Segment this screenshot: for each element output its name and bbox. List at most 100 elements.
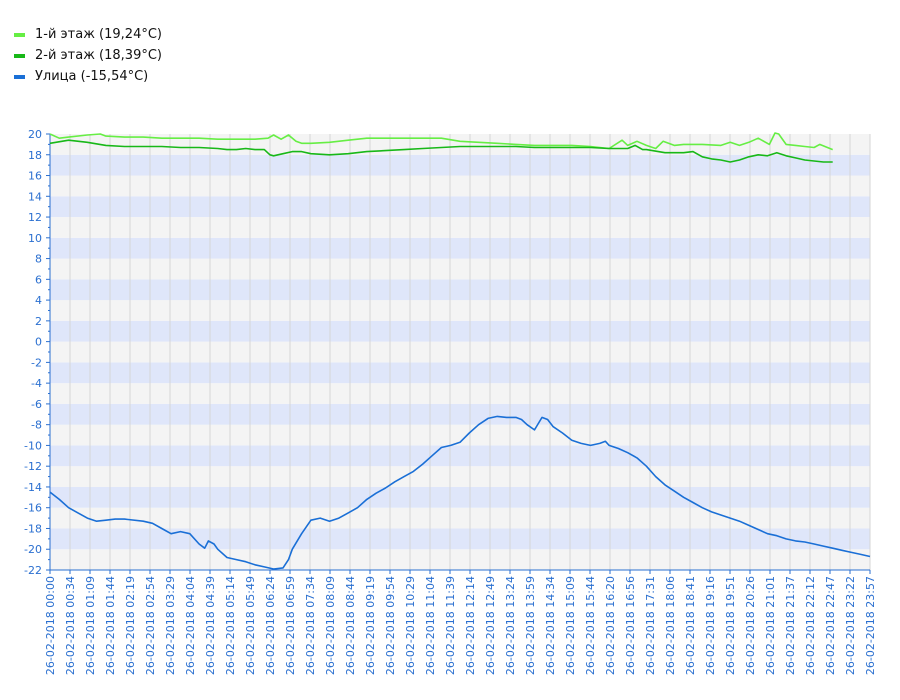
x-tick-label: 26-02-2018 16:20	[604, 576, 617, 675]
y-tick-label: -16	[24, 502, 42, 515]
legend-label-street: Улица (-15,54°C)	[35, 69, 149, 84]
y-tick-label: 0	[35, 336, 42, 349]
x-tick-label: 26-02-2018 21:37	[784, 576, 797, 675]
x-tick-label: 26-02-2018 20:26	[744, 576, 757, 675]
x-tick-label: 26-02-2018 01:44	[104, 576, 117, 675]
x-tick-label: 26-02-2018 08:44	[344, 576, 357, 675]
y-tick-label: 18	[28, 149, 42, 162]
y-tick-label: -8	[31, 419, 42, 432]
x-tick-label: 26-02-2018 22:47	[824, 576, 837, 675]
band	[50, 279, 870, 301]
y-tick-label: -14	[24, 481, 42, 494]
y-tick-label: 4	[35, 294, 42, 307]
x-tick-label: 26-02-2018 13:24	[504, 576, 517, 675]
x-tick-label: 26-02-2018 09:54	[384, 576, 397, 675]
band	[50, 237, 870, 259]
x-tick-label: 26-02-2018 21:01	[764, 576, 777, 675]
x-tick-label: 26-02-2018 14:34	[544, 576, 557, 675]
y-tick-label: -4	[31, 377, 42, 390]
band	[50, 258, 870, 280]
y-tick-label: -10	[24, 439, 42, 452]
y-tick-label: 2	[35, 315, 42, 328]
x-tick-label: 26-02-2018 01:09	[84, 576, 97, 675]
y-tick-label: 12	[28, 211, 42, 224]
x-tick-label: 26-02-2018 06:59	[284, 576, 297, 675]
x-tick-label: 26-02-2018 17:31	[644, 576, 657, 675]
x-tick-label: 26-02-2018 00:00	[44, 576, 57, 675]
x-tick-label: 26-02-2018 11:04	[424, 576, 437, 675]
x-tick-label: 26-02-2018 05:49	[244, 576, 257, 675]
x-tick-label: 26-02-2018 19:16	[704, 576, 717, 675]
y-tick-label: -12	[24, 460, 42, 473]
y-tick-label: -2	[31, 356, 42, 369]
background-bands	[50, 134, 870, 570]
legend-swatch-floor2	[14, 53, 25, 58]
x-tick-label: 26-02-2018 05:14	[224, 576, 237, 675]
y-tick-label: -6	[31, 398, 42, 411]
band	[50, 175, 870, 197]
x-axis-ticks: 26-02-2018 00:00 26-02-2018 00:34 26-02-20…	[44, 570, 877, 675]
legend-item-floor2[interactable]: 2-й этаж (18,39°C)	[14, 45, 162, 66]
series-line-street	[49, 415, 871, 570]
x-tick-label: 26-02-2018 22:12	[804, 576, 817, 675]
x-tick-label: 26-02-2018 23:57	[864, 576, 877, 675]
band	[50, 341, 870, 363]
y-tick-label: -22	[24, 564, 42, 577]
x-tick-label: 26-02-2018 23:22	[844, 576, 857, 675]
band	[50, 196, 870, 218]
legend-swatch-floor1	[14, 32, 25, 37]
legend-label-floor1: 1-й этаж (19,24°C)	[35, 27, 162, 42]
x-tick-label: 26-02-2018 13:59	[524, 576, 537, 675]
series-line-floor2	[49, 139, 833, 163]
x-tick-label: 26-02-2018 10:29	[404, 576, 417, 675]
y-axis-ticks: 20181614121086420-2-4-6-8-10-12-14-16-18…	[24, 128, 50, 577]
x-tick-label: 26-02-2018 06:24	[264, 576, 277, 675]
legend-swatch-street	[14, 74, 25, 79]
x-tick-label: 26-02-2018 18:06	[664, 576, 677, 675]
band	[50, 424, 870, 446]
x-tick-label: 26-02-2018 00:34	[64, 576, 77, 675]
x-tick-label: 26-02-2018 15:44	[584, 576, 597, 675]
band	[50, 466, 870, 487]
y-tick-label: 6	[35, 273, 42, 286]
series-line-floor1	[49, 132, 833, 151]
legend: 1-й этаж (19,24°C) 2-й этаж (18,39°C) Ул…	[14, 24, 162, 87]
y-tick-label: 14	[28, 190, 42, 203]
x-tick-label: 26-02-2018 11:39	[444, 576, 457, 675]
y-tick-label: 8	[35, 253, 42, 266]
band	[50, 549, 870, 570]
x-tick-label: 26-02-2018 02:54	[144, 576, 157, 675]
band	[50, 217, 870, 238]
y-tick-label: 16	[28, 170, 42, 183]
band	[50, 320, 870, 342]
x-tick-label: 26-02-2018 16:56	[624, 576, 637, 675]
x-tick-label: 26-02-2018 12:49	[484, 576, 497, 675]
band	[50, 383, 870, 404]
x-tick-label: 26-02-2018 07:34	[304, 576, 317, 675]
y-tick-label: 20	[28, 128, 42, 141]
band	[50, 403, 870, 425]
x-tick-label: 26-02-2018 04:39	[204, 576, 217, 675]
x-tick-label: 26-02-2018 08:09	[324, 576, 337, 675]
x-tick-label: 26-02-2018 15:09	[564, 576, 577, 675]
band	[50, 154, 870, 176]
band	[50, 507, 870, 529]
x-tick-label: 26-02-2018 18:41	[684, 576, 697, 675]
x-tick-label: 26-02-2018 04:04	[184, 576, 197, 675]
x-tick-label: 26-02-2018 12:14	[464, 576, 477, 675]
x-tick-label: 26-02-2018 02:19	[124, 576, 137, 675]
y-tick-label: 10	[28, 232, 42, 245]
series-lines	[49, 132, 871, 570]
band	[50, 486, 870, 508]
band	[50, 362, 870, 384]
band	[50, 528, 870, 550]
x-tick-label: 26-02-2018 03:29	[164, 576, 177, 675]
y-tick-label: -20	[24, 543, 42, 556]
x-tick-label: 26-02-2018 19:51	[724, 576, 737, 675]
legend-label-floor2: 2-й этаж (18,39°C)	[35, 48, 162, 63]
y-tick-label: -18	[24, 522, 42, 535]
legend-item-floor1[interactable]: 1-й этаж (19,24°C)	[14, 24, 162, 45]
legend-item-street[interactable]: Улица (-15,54°C)	[14, 66, 162, 87]
band	[50, 445, 870, 467]
